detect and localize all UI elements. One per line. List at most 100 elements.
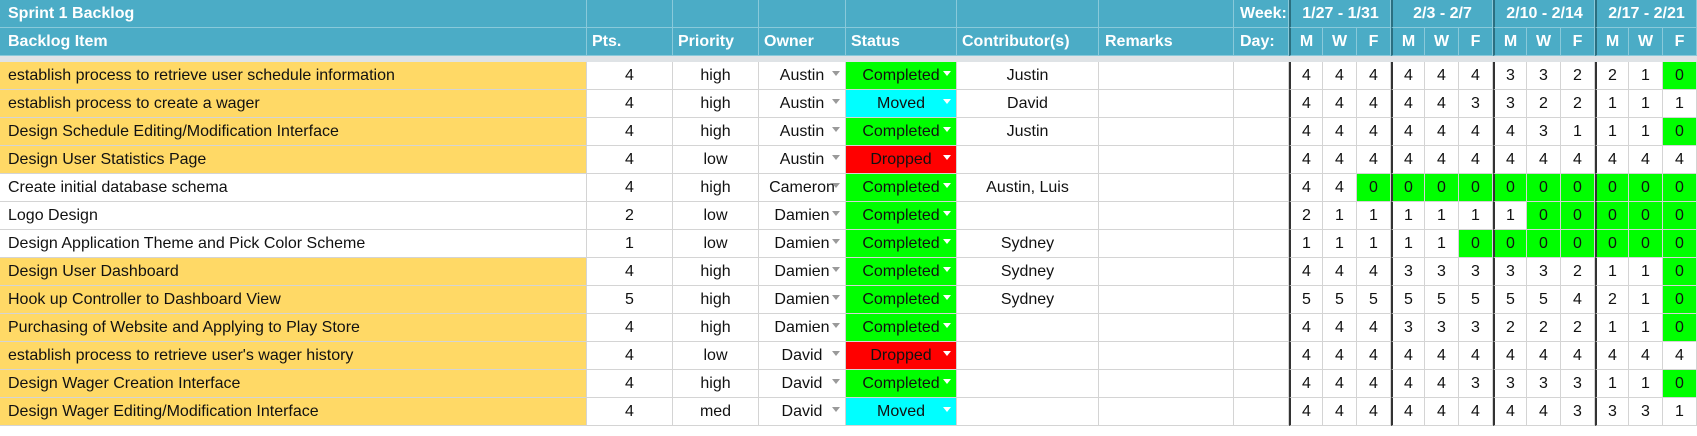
owner-dropdown[interactable]: Damien [759, 202, 846, 230]
burndown-cell[interactable]: 3 [1425, 258, 1459, 286]
dropdown-arrow-icon[interactable] [943, 211, 951, 216]
priority-cell[interactable]: high [673, 286, 759, 314]
owner-dropdown[interactable]: Damien [759, 230, 846, 258]
contributors-cell[interactable] [957, 314, 1099, 342]
backlog-item-cell[interactable]: Design Wager Editing/Modification Interf… [0, 398, 587, 426]
header-empty-cell[interactable] [759, 0, 846, 28]
burndown-cell[interactable]: 3 [1391, 314, 1425, 342]
burndown-cell[interactable]: 4 [1391, 370, 1425, 398]
burndown-cell[interactable]: 4 [1527, 342, 1561, 370]
status-dropdown[interactable]: Completed [846, 202, 957, 230]
burndown-cell[interactable]: 5 [1425, 286, 1459, 314]
owner-dropdown[interactable]: Damien [759, 286, 846, 314]
burndown-cell[interactable]: 4 [1425, 90, 1459, 118]
status-dropdown[interactable]: Moved [846, 90, 957, 118]
day-label-cell[interactable] [1234, 90, 1289, 118]
burndown-cell[interactable]: 4 [1323, 342, 1357, 370]
column-header-priority[interactable]: Priority [673, 28, 759, 56]
pts-cell[interactable]: 5 [587, 286, 673, 314]
burndown-cell[interactable]: 4 [1357, 370, 1391, 398]
burndown-cell[interactable]: 0 [1527, 230, 1561, 258]
owner-dropdown[interactable]: Austin [759, 62, 846, 90]
burndown-cell[interactable]: 0 [1425, 174, 1459, 202]
burndown-cell[interactable]: 0 [1595, 202, 1629, 230]
dropdown-arrow-icon[interactable] [943, 407, 951, 412]
burndown-cell[interactable]: 1 [1595, 118, 1629, 146]
contributors-cell[interactable] [957, 202, 1099, 230]
pts-cell[interactable]: 4 [587, 314, 673, 342]
header-empty-cell[interactable] [587, 0, 673, 28]
burndown-cell[interactable]: 4 [1289, 118, 1323, 146]
day-header[interactable]: M [1391, 28, 1425, 56]
dropdown-arrow-icon[interactable] [943, 99, 951, 104]
burndown-cell[interactable]: 0 [1663, 314, 1697, 342]
remarks-cell[interactable] [1099, 90, 1234, 118]
burndown-cell[interactable]: 0 [1663, 202, 1697, 230]
day-label-cell[interactable] [1234, 230, 1289, 258]
burndown-cell[interactable]: 1 [1391, 202, 1425, 230]
burndown-cell[interactable]: 3 [1459, 370, 1493, 398]
burndown-cell[interactable]: 1 [1595, 258, 1629, 286]
contributors-cell[interactable]: Sydney [957, 286, 1099, 314]
burndown-cell[interactable]: 0 [1459, 230, 1493, 258]
pts-cell[interactable]: 4 [587, 90, 673, 118]
dropdown-arrow-icon[interactable] [943, 267, 951, 272]
burndown-cell[interactable]: 4 [1663, 342, 1697, 370]
day-label-cell[interactable] [1234, 62, 1289, 90]
owner-dropdown[interactable]: Cameron [759, 174, 846, 202]
burndown-cell[interactable]: 1 [1289, 230, 1323, 258]
contributors-cell[interactable]: Justin [957, 62, 1099, 90]
burndown-cell[interactable]: 4 [1289, 62, 1323, 90]
burndown-cell[interactable]: 4 [1663, 146, 1697, 174]
burndown-cell[interactable]: 0 [1357, 174, 1391, 202]
header-empty-cell[interactable] [673, 0, 759, 28]
dropdown-arrow-icon[interactable] [832, 407, 840, 412]
backlog-item-cell[interactable]: Design Wager Creation Interface [0, 370, 587, 398]
burndown-cell[interactable]: 4 [1425, 398, 1459, 426]
burndown-cell[interactable]: 0 [1629, 174, 1663, 202]
burndown-cell[interactable]: 4 [1595, 146, 1629, 174]
pts-cell[interactable]: 4 [587, 62, 673, 90]
contributors-cell[interactable] [957, 398, 1099, 426]
burndown-cell[interactable]: 4 [1323, 398, 1357, 426]
remarks-cell[interactable] [1099, 174, 1234, 202]
owner-dropdown[interactable]: Damien [759, 258, 846, 286]
burndown-cell[interactable]: 2 [1289, 202, 1323, 230]
burndown-cell[interactable]: 4 [1357, 398, 1391, 426]
burndown-cell[interactable]: 3 [1527, 258, 1561, 286]
burndown-cell[interactable]: 2 [1595, 62, 1629, 90]
day-label-cell[interactable] [1234, 370, 1289, 398]
burndown-cell[interactable]: 1 [1629, 314, 1663, 342]
burndown-cell[interactable]: 3 [1527, 62, 1561, 90]
burndown-cell[interactable]: 4 [1357, 62, 1391, 90]
remarks-cell[interactable] [1099, 370, 1234, 398]
day-header[interactable]: M [1493, 28, 1527, 56]
dropdown-arrow-icon[interactable] [943, 127, 951, 132]
burndown-cell[interactable]: 4 [1289, 314, 1323, 342]
burndown-cell[interactable]: 1 [1663, 398, 1697, 426]
burndown-cell[interactable]: 4 [1289, 398, 1323, 426]
day-header[interactable]: F [1459, 28, 1493, 56]
burndown-cell[interactable]: 1 [1425, 202, 1459, 230]
owner-dropdown[interactable]: Austin [759, 90, 846, 118]
burndown-cell[interactable]: 0 [1663, 174, 1697, 202]
burndown-cell[interactable]: 1 [1357, 202, 1391, 230]
backlog-item-cell[interactable]: establish process to retrieve user sched… [0, 62, 587, 90]
status-dropdown[interactable]: Completed [846, 258, 957, 286]
day-header[interactable]: W [1323, 28, 1357, 56]
dropdown-arrow-icon[interactable] [943, 239, 951, 244]
column-header-owner[interactable]: Owner [759, 28, 846, 56]
burndown-cell[interactable]: 4 [1391, 146, 1425, 174]
burndown-cell[interactable]: 3 [1493, 90, 1527, 118]
dropdown-arrow-icon[interactable] [832, 211, 840, 216]
priority-cell[interactable]: low [673, 342, 759, 370]
dropdown-arrow-icon[interactable] [943, 183, 951, 188]
burndown-cell[interactable]: 5 [1357, 286, 1391, 314]
dropdown-arrow-icon[interactable] [832, 99, 840, 104]
status-dropdown[interactable]: Completed [846, 62, 957, 90]
burndown-cell[interactable]: 4 [1425, 342, 1459, 370]
burndown-cell[interactable]: 3 [1493, 258, 1527, 286]
burndown-cell[interactable]: 1 [1459, 202, 1493, 230]
pts-cell[interactable]: 1 [587, 230, 673, 258]
burndown-cell[interactable]: 0 [1527, 174, 1561, 202]
